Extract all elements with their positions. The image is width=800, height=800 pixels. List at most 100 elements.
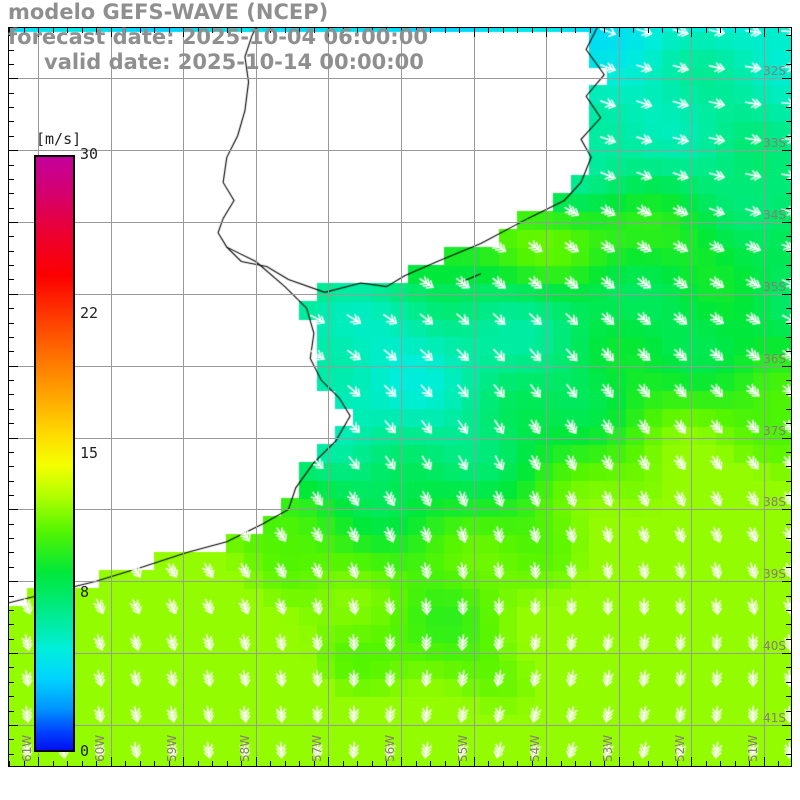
axis-tick <box>691 28 692 37</box>
axis-tick <box>532 28 533 33</box>
axis-tick <box>786 466 791 467</box>
axis-tick <box>9 581 18 582</box>
axis-tick <box>786 394 791 395</box>
axis-tick <box>9 50 14 51</box>
axis-tick <box>782 581 791 582</box>
axis-tick <box>198 28 199 33</box>
colorbar <box>34 155 75 752</box>
colorbar-tick-15: 15 <box>80 443 99 462</box>
axis-tick <box>786 639 791 640</box>
axis-tick <box>96 28 97 33</box>
axis-tick <box>372 761 373 766</box>
axis-tick <box>590 28 591 33</box>
axis-tick <box>328 28 329 37</box>
axis-tick <box>503 28 504 33</box>
longitude-label-53w: 53W <box>600 734 615 762</box>
title-line-model: modelo GEFS-WAVE (NCEP) <box>8 0 329 24</box>
axis-tick <box>619 28 620 37</box>
axis-tick <box>299 28 300 33</box>
axis-tick <box>706 761 707 766</box>
longitude-label-60w: 60W <box>92 734 107 762</box>
axis-tick <box>619 757 620 766</box>
axis-tick <box>314 28 315 33</box>
axis-tick <box>285 28 286 33</box>
axis-tick <box>786 351 791 352</box>
axis-tick <box>270 28 271 33</box>
axis-tick <box>9 639 14 640</box>
axis-tick <box>9 222 18 223</box>
axis-tick <box>9 28 10 33</box>
axis-tick <box>9 251 14 252</box>
axis-tick <box>183 28 184 37</box>
axis-tick <box>9 208 14 209</box>
axis-tick <box>82 761 83 766</box>
axis-tick <box>782 509 791 510</box>
axis-tick <box>561 28 562 33</box>
axis-tick <box>786 323 791 324</box>
axis-tick <box>343 28 344 33</box>
axis-tick <box>604 28 605 33</box>
axis-tick <box>517 28 518 33</box>
axis-tick <box>764 757 765 766</box>
axis-tick <box>786 208 791 209</box>
axis-tick <box>488 28 489 33</box>
axis-tick <box>786 481 791 482</box>
axis-tick <box>786 121 791 122</box>
axis-tick <box>9 667 14 668</box>
axis-tick <box>9 121 14 122</box>
axis-tick <box>357 28 358 33</box>
axis-tick <box>720 28 721 33</box>
axis-tick <box>9 624 14 625</box>
colorbar-tick-22: 22 <box>80 304 99 323</box>
axis-tick <box>786 682 791 683</box>
axis-tick <box>786 696 791 697</box>
axis-tick <box>9 107 14 108</box>
axis-tick <box>786 610 791 611</box>
axis-tick <box>575 761 576 766</box>
axis-tick <box>9 552 14 553</box>
axis-tick <box>212 761 213 766</box>
axis-tick <box>9 725 18 726</box>
axis-tick <box>786 265 791 266</box>
axis-tick <box>786 179 791 180</box>
axis-tick <box>416 28 417 33</box>
axis-tick <box>285 761 286 766</box>
longitude-label-59w: 59W <box>165 734 180 762</box>
axis-tick <box>786 538 791 539</box>
axis-tick <box>720 761 721 766</box>
axis-tick <box>786 409 791 410</box>
axis-tick <box>357 761 358 766</box>
axis-tick <box>782 78 791 79</box>
colorbar-unit-label: [m/s] <box>36 130 82 148</box>
axis-tick <box>9 78 18 79</box>
axis-tick <box>198 761 199 766</box>
axis-tick <box>9 481 14 482</box>
axis-tick <box>82 28 83 33</box>
axis-tick <box>183 757 184 766</box>
axis-tick <box>786 35 791 36</box>
axis-tick <box>764 28 765 37</box>
axis-tick <box>9 452 14 453</box>
axis-tick <box>328 757 329 766</box>
axis-tick <box>9 409 14 410</box>
axis-tick <box>9 423 14 424</box>
axis-tick <box>154 28 155 33</box>
axis-tick <box>401 757 402 766</box>
longitude-label-58w: 58W <box>237 734 252 762</box>
latitude-label-41s: 41S <box>763 710 786 725</box>
wind-arrows-overlay <box>9 28 791 766</box>
axis-tick <box>125 761 126 766</box>
axis-tick <box>786 380 791 381</box>
axis-tick <box>786 452 791 453</box>
colorbar-tick-8: 8 <box>80 582 90 601</box>
axis-tick <box>633 28 634 33</box>
axis-tick <box>9 351 14 352</box>
axis-tick <box>786 251 791 252</box>
axis-tick <box>241 761 242 766</box>
latitude-label-33s: 33S <box>763 136 786 151</box>
axis-tick <box>786 107 791 108</box>
axis-tick <box>786 337 791 338</box>
longitude-label-56w: 56W <box>383 734 397 762</box>
axis-tick <box>677 761 678 766</box>
axis-tick <box>38 757 39 766</box>
